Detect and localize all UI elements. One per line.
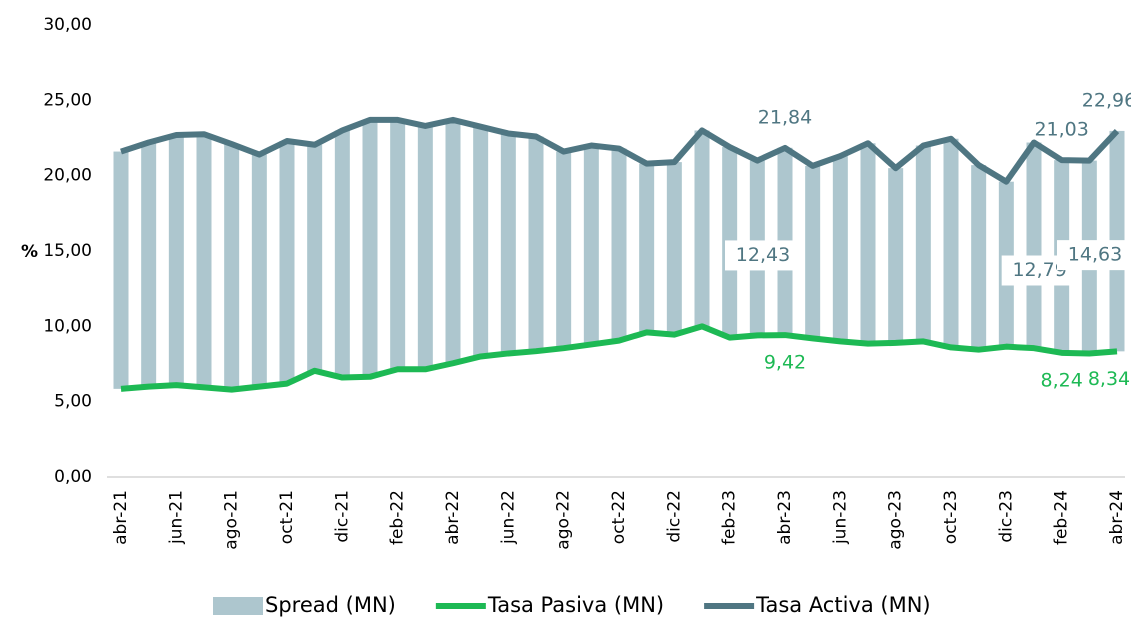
spread-bar (943, 138, 959, 348)
spread-bar (473, 126, 489, 357)
x-tick-label: ago-21 (222, 490, 242, 550)
spread-bar (694, 130, 710, 327)
spread-bar (224, 144, 240, 390)
x-tick-label: ago-23 (886, 490, 906, 550)
x-tick-label: dic-22 (664, 490, 684, 543)
x-tick-label: jun-22 (498, 490, 518, 545)
spread-bar (417, 125, 433, 370)
spread-bar (168, 134, 184, 386)
spread-bar (500, 133, 516, 354)
spread-bar (141, 142, 157, 387)
spread-bar (113, 151, 129, 389)
spread-bar (445, 119, 461, 364)
data-label: 8,24 (1041, 369, 1083, 391)
data-label: 12,79 (1012, 259, 1066, 281)
spread-bar (805, 165, 821, 339)
x-tick-label: feb-24 (1052, 490, 1072, 545)
legend-label: Tasa Pasiva (MN) (487, 593, 664, 617)
spread-bar (390, 119, 406, 370)
data-label: 21,84 (758, 106, 812, 128)
x-tick-label: oct-21 (277, 490, 297, 544)
line-series (120, 323, 1118, 393)
data-label: 14,63 (1068, 244, 1122, 266)
spread-bar (666, 162, 682, 335)
spread-bar (556, 151, 572, 349)
legend-label: Tasa Activa (MN) (755, 593, 931, 617)
x-tick-label: abr-23 (775, 490, 795, 545)
y-tick-label: 10,00 (43, 316, 92, 336)
spread-bar (888, 168, 904, 343)
spread-bar (334, 130, 350, 378)
x-tick-label: ago-22 (554, 490, 574, 550)
spread-bar (583, 145, 599, 345)
spread-bar (528, 136, 544, 352)
y-axis-label: % (21, 242, 38, 262)
spread-bar (279, 141, 295, 384)
x-tick-label: abr-21 (111, 490, 131, 545)
spread-bar (611, 148, 627, 341)
data-label: 12,43 (736, 244, 790, 266)
y-tick-label: 25,00 (43, 90, 92, 110)
x-tick-label: oct-23 (941, 490, 961, 544)
x-tick-label: jun-23 (830, 490, 850, 545)
x-tick-label: oct-22 (609, 490, 629, 544)
data-label: 21,03 (1034, 119, 1088, 141)
y-tick-label: 20,00 (43, 166, 92, 186)
legend-swatch (213, 597, 263, 615)
legend-label: Spread (MN) (265, 593, 396, 617)
x-tick-label: feb-23 (720, 490, 740, 545)
x-tick-label: dic-23 (996, 490, 1016, 543)
x-tick-label: jun-21 (166, 490, 186, 545)
y-tick-label: 15,00 (43, 241, 92, 261)
x-tick-label: abr-22 (443, 490, 463, 545)
y-tick-label: 0,00 (54, 467, 92, 487)
spread-bar (251, 154, 267, 387)
x-tick-label: feb-22 (388, 490, 408, 545)
spread-bar (832, 156, 848, 342)
spread-bar (971, 165, 987, 350)
y-tick-label: 5,00 (54, 392, 92, 412)
spread-bar (639, 163, 655, 333)
data-label: 8,34 (1088, 368, 1130, 390)
y-tick-label: 30,00 (43, 15, 92, 35)
label-box (725, 240, 801, 271)
spread-bar (196, 134, 212, 388)
x-tick-label: dic-21 (332, 490, 352, 543)
spread-bar (915, 145, 931, 342)
x-tick-label: abr-24 (1107, 490, 1127, 545)
label-box (1057, 240, 1131, 271)
data-label: 9,42 (764, 352, 806, 374)
line-series (120, 116, 1120, 185)
spread-bar (860, 143, 876, 344)
spread-bar (307, 144, 323, 371)
data-label: 22,96 (1082, 90, 1131, 112)
spread-bar (1026, 142, 1042, 349)
spread-bar (362, 119, 378, 377)
